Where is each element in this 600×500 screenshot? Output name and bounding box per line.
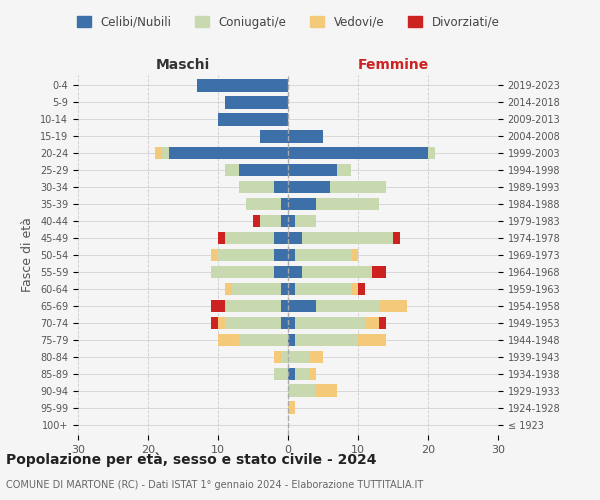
Bar <box>239 334 288 346</box>
Text: COMUNE DI MARTONE (RC) - Dati ISTAT 1° gennaio 2024 - Elaborazione TUTTITALIA.IT: COMUNE DI MARTONE (RC) - Dati ISTAT 1° g… <box>6 480 423 490</box>
Bar <box>295 316 365 330</box>
Bar <box>281 198 288 210</box>
Bar <box>372 266 386 278</box>
Legend: Celibi/Nubili, Coniugati/e, Vedovi/e, Divorziati/e: Celibi/Nubili, Coniugati/e, Vedovi/e, Di… <box>72 11 504 34</box>
Bar <box>281 214 288 228</box>
Text: Maschi: Maschi <box>156 58 210 71</box>
Bar <box>281 282 288 296</box>
Bar <box>295 334 358 346</box>
Bar <box>365 316 379 330</box>
Bar <box>288 130 323 142</box>
Bar <box>246 198 281 210</box>
Bar <box>288 334 295 346</box>
Bar <box>351 282 358 296</box>
Bar <box>288 180 330 194</box>
Bar <box>288 164 337 176</box>
Bar <box>393 232 400 244</box>
Bar <box>316 384 337 397</box>
Bar <box>169 146 288 160</box>
Bar <box>288 282 295 296</box>
Bar <box>281 316 288 330</box>
Bar <box>225 282 232 296</box>
Bar <box>295 248 351 262</box>
Bar <box>218 316 225 330</box>
Text: Femmine: Femmine <box>358 58 428 71</box>
Bar <box>225 316 281 330</box>
Bar <box>260 214 281 228</box>
Bar <box>274 350 281 364</box>
Bar <box>211 316 218 330</box>
Bar <box>232 282 281 296</box>
Bar <box>274 180 288 194</box>
Bar <box>309 350 323 364</box>
Bar <box>330 180 386 194</box>
Bar <box>288 368 295 380</box>
Bar <box>288 232 302 244</box>
Bar <box>295 282 351 296</box>
Bar <box>337 164 351 176</box>
Bar <box>211 248 218 262</box>
Bar <box>288 402 295 414</box>
Bar <box>274 248 288 262</box>
Bar <box>225 96 288 108</box>
Bar <box>428 146 435 160</box>
Bar <box>253 214 260 228</box>
Bar <box>218 334 239 346</box>
Bar <box>225 232 274 244</box>
Bar <box>302 266 372 278</box>
Bar <box>358 282 365 296</box>
Bar <box>218 232 225 244</box>
Bar <box>316 198 379 210</box>
Bar <box>351 248 358 262</box>
Bar <box>316 300 379 312</box>
Bar <box>358 334 386 346</box>
Bar <box>302 232 393 244</box>
Bar <box>155 146 162 160</box>
Bar <box>288 384 316 397</box>
Bar <box>281 350 288 364</box>
Bar <box>211 300 225 312</box>
Bar <box>225 164 239 176</box>
Bar <box>218 113 288 126</box>
Bar <box>274 368 288 380</box>
Bar <box>162 146 169 160</box>
Bar <box>239 180 274 194</box>
Bar <box>295 214 316 228</box>
Bar <box>288 198 316 210</box>
Bar <box>239 164 288 176</box>
Bar <box>288 300 316 312</box>
Bar <box>274 232 288 244</box>
Bar <box>379 316 386 330</box>
Bar <box>281 300 288 312</box>
Bar <box>288 146 428 160</box>
Bar <box>288 316 295 330</box>
Bar <box>288 214 295 228</box>
Bar <box>260 130 288 142</box>
Bar <box>288 350 309 364</box>
Bar <box>274 266 288 278</box>
Bar <box>288 248 295 262</box>
Bar <box>309 368 316 380</box>
Bar <box>225 300 281 312</box>
Bar <box>197 79 288 92</box>
Bar <box>288 266 302 278</box>
Text: Popolazione per età, sesso e stato civile - 2024: Popolazione per età, sesso e stato civil… <box>6 452 377 467</box>
Bar <box>218 248 274 262</box>
Bar <box>295 368 309 380</box>
Bar <box>211 266 274 278</box>
Bar <box>379 300 407 312</box>
Y-axis label: Fasce di età: Fasce di età <box>22 218 34 292</box>
